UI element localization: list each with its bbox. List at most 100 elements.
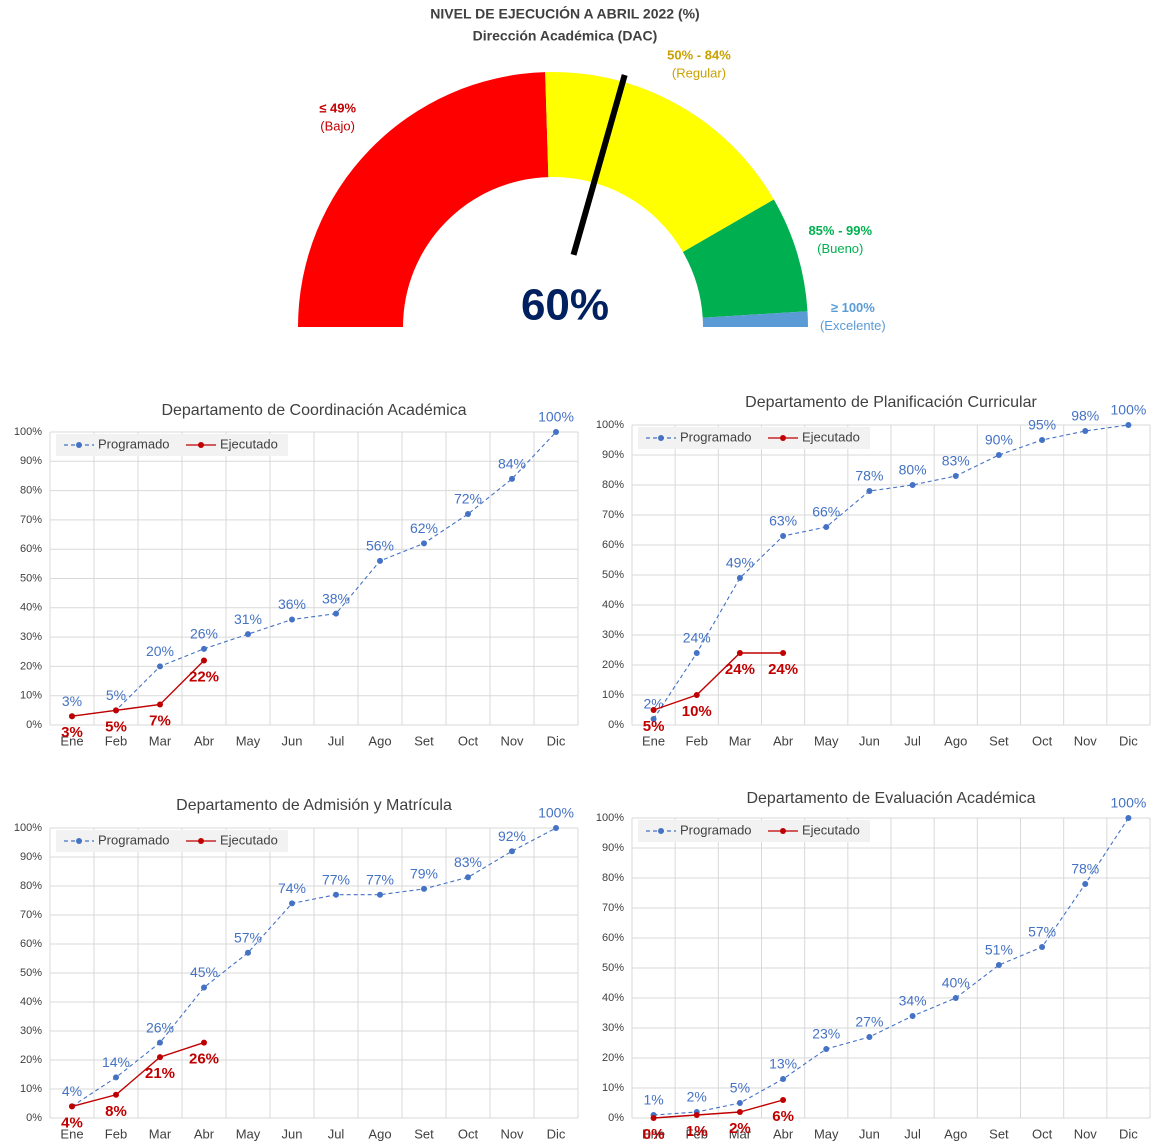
legend-label: Programado	[98, 832, 170, 847]
x-tick-label: Set	[414, 733, 434, 748]
y-tick-label: 70%	[602, 509, 624, 521]
band-sublabel: (Bueno)	[817, 241, 863, 256]
data-point	[465, 511, 471, 518]
series-line	[653, 1099, 784, 1119]
data-point	[693, 692, 700, 698]
legend-label: Ejecutado	[220, 832, 278, 847]
x-tick-label: Ene	[60, 1126, 83, 1141]
x-tick-label: Ene	[642, 733, 665, 748]
x-tick-label: Mar	[149, 1126, 172, 1141]
y-tick-label: 40%	[20, 602, 42, 614]
y-tick-label: 100%	[596, 419, 624, 431]
y-tick-label: 90%	[20, 851, 42, 863]
data-point	[866, 1034, 873, 1040]
data-point	[1125, 815, 1132, 821]
data-label: 20%	[146, 643, 174, 659]
data-label: 78%	[1071, 861, 1099, 877]
y-tick-label: 80%	[20, 485, 42, 497]
data-point	[509, 475, 515, 482]
x-tick-label: Set	[989, 1126, 1009, 1141]
data-label: 79%	[410, 866, 438, 882]
x-tick-label: Nov	[500, 1126, 524, 1141]
data-label: 40%	[942, 975, 970, 991]
data-point	[780, 650, 787, 656]
line-chart: Departamento de Planificación Curricular…	[596, 394, 1151, 748]
y-tick-label: 40%	[602, 992, 624, 1004]
x-tick-label: Oct	[1032, 733, 1053, 748]
series-line	[653, 424, 1129, 720]
legend-marker	[198, 838, 204, 844]
data-point	[1125, 422, 1132, 428]
data-point	[245, 631, 251, 638]
data-point	[157, 663, 163, 670]
x-tick-label: Ene	[60, 733, 83, 748]
y-tick-label: 60%	[602, 539, 624, 551]
x-tick-label: Set	[414, 1126, 434, 1141]
y-tick-label: 0%	[608, 719, 624, 731]
y-tick-label: 100%	[14, 822, 42, 834]
x-tick-label: Abr	[194, 733, 215, 748]
band-label: ≥ 100%	[831, 300, 875, 315]
data-point	[693, 1112, 700, 1118]
data-label: 3%	[62, 693, 82, 709]
x-tick-label: Abr	[194, 1126, 215, 1141]
y-tick-label: 10%	[20, 690, 42, 702]
gauge-title: NIVEL DE EJECUCIÓN A ABRIL 2022 (%)	[430, 5, 699, 22]
data-label: 77%	[366, 871, 394, 887]
series-line	[71, 660, 205, 717]
data-label: 24%	[725, 661, 755, 678]
data-point	[736, 1109, 743, 1115]
y-tick-label: 70%	[602, 902, 624, 914]
y-tick-label: 0%	[608, 1112, 624, 1124]
legend-marker	[658, 828, 664, 834]
y-tick-label: 10%	[602, 689, 624, 701]
x-tick-label: Jul	[904, 733, 921, 748]
y-tick-label: 100%	[596, 812, 624, 824]
legend-marker	[658, 435, 664, 441]
x-tick-label: Ago	[944, 1126, 967, 1141]
data-label: 49%	[726, 555, 754, 571]
legend-label: Ejecutado	[802, 429, 860, 444]
band-label: ≤ 49%	[319, 101, 356, 116]
x-tick-label: Nov	[1074, 1126, 1098, 1141]
data-label: 66%	[812, 504, 840, 520]
data-point	[823, 524, 830, 530]
x-tick-label: Jun	[859, 1126, 880, 1141]
data-label: 100%	[1111, 402, 1147, 418]
data-point	[909, 1013, 916, 1019]
y-tick-label: 60%	[602, 932, 624, 944]
x-tick-label: Nov	[1074, 733, 1098, 748]
chart-title: Departamento de Evaluación Académica	[746, 790, 1035, 807]
x-tick-label: Mar	[149, 733, 172, 748]
data-label: 56%	[366, 538, 394, 554]
x-tick-label: Jul	[328, 733, 345, 748]
x-tick-label: Ago	[368, 1126, 391, 1141]
data-point	[1082, 428, 1089, 434]
data-label: 27%	[855, 1014, 883, 1030]
line-chart: Departamento de Admisión y Matrícula 0% 10…	[14, 797, 579, 1141]
x-tick-label: Ago	[368, 733, 391, 748]
gauge-band	[298, 72, 549, 327]
y-tick-label: 100%	[14, 426, 42, 438]
x-tick-label: Oct	[458, 1126, 479, 1141]
legend-marker	[76, 838, 82, 844]
y-tick-label: 30%	[602, 1022, 624, 1034]
data-point	[333, 891, 339, 898]
data-label: 5%	[105, 718, 127, 735]
data-label: 24%	[768, 661, 798, 678]
data-point	[289, 616, 295, 623]
x-tick-label: Oct	[458, 733, 479, 748]
data-label: 4%	[62, 1083, 82, 1099]
line-chart: Departamento de Evaluación Académica 0% 10…	[596, 790, 1151, 1143]
series-line	[71, 431, 557, 717]
data-label: 14%	[102, 1054, 130, 1070]
data-label: 5%	[106, 687, 126, 703]
data-label: 74%	[278, 880, 306, 896]
data-point	[157, 1039, 163, 1046]
y-tick-label: 80%	[20, 880, 42, 892]
series-line	[653, 652, 784, 711]
data-label: 22%	[189, 669, 219, 686]
data-point	[1039, 437, 1046, 443]
data-point	[157, 701, 163, 708]
data-label: 10%	[682, 703, 712, 720]
